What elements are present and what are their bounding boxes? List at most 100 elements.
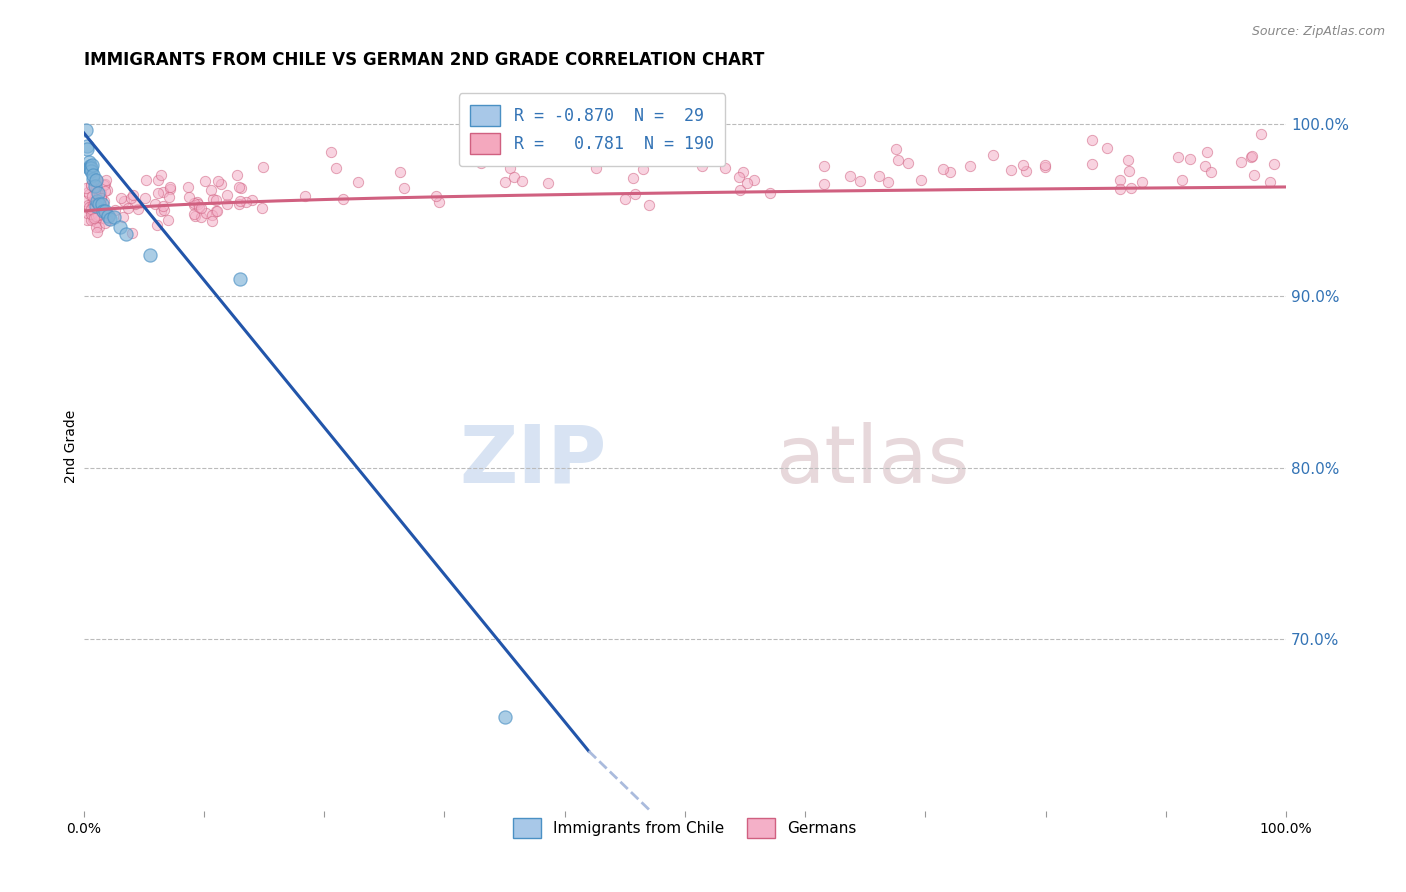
Point	[79, 160, 101, 174]
Point	[89, 196, 111, 211]
Point	[205, 203, 228, 218]
Point	[79, 178, 101, 192]
Point	[98, 210, 121, 224]
Point	[90, 199, 112, 213]
Point	[152, 202, 174, 217]
Point	[83, 192, 105, 206]
Point	[152, 199, 174, 213]
Point	[744, 173, 766, 187]
Point	[190, 210, 212, 224]
Point	[84, 209, 107, 223]
Point	[1095, 141, 1118, 155]
Point	[325, 161, 347, 175]
Point	[80, 164, 103, 178]
Point	[77, 186, 100, 201]
Text: IMMIGRANTS FROM CHILE VS GERMAN 2ND GRADE CORRELATION CHART: IMMIGRANTS FROM CHILE VS GERMAN 2ND GRAD…	[84, 51, 763, 69]
Point	[145, 197, 167, 211]
Point	[80, 161, 103, 176]
Point	[613, 193, 636, 207]
Point	[884, 142, 907, 156]
Point	[77, 161, 100, 176]
Point	[90, 185, 112, 199]
Point	[124, 197, 146, 211]
Point	[183, 196, 205, 211]
Point	[146, 172, 169, 186]
Point	[146, 218, 169, 232]
Point	[194, 174, 217, 188]
Point	[84, 220, 107, 235]
Point	[90, 196, 112, 211]
Point	[80, 196, 103, 211]
Point	[135, 173, 157, 187]
Point	[80, 203, 103, 218]
Point	[108, 220, 131, 235]
Point	[623, 187, 645, 202]
Point	[111, 210, 134, 224]
Point	[200, 183, 222, 197]
Point	[79, 161, 101, 175]
Point	[83, 194, 105, 209]
Point	[1258, 175, 1281, 189]
Point	[347, 175, 370, 189]
Point	[87, 220, 110, 235]
Point	[1109, 173, 1132, 187]
Point	[1033, 161, 1056, 175]
Point	[690, 159, 713, 173]
Point	[1195, 145, 1218, 160]
Point	[89, 191, 111, 205]
Point	[184, 209, 207, 223]
Point	[183, 207, 205, 221]
Point	[1012, 157, 1035, 171]
Point	[1167, 150, 1189, 164]
Point	[1116, 153, 1139, 168]
Point	[229, 272, 252, 286]
Point	[503, 169, 526, 184]
Point	[1015, 164, 1038, 178]
Point	[76, 142, 98, 156]
Text: ZIP: ZIP	[460, 422, 607, 500]
Point	[87, 196, 110, 211]
Point	[202, 192, 225, 206]
Point	[86, 195, 108, 210]
Point	[83, 199, 105, 213]
Point	[494, 175, 516, 189]
Point	[96, 208, 118, 222]
Point	[82, 171, 104, 186]
Point	[425, 188, 447, 202]
Legend: Immigrants from Chile, Germans: Immigrants from Chile, Germans	[508, 812, 862, 844]
Point	[79, 203, 101, 218]
Point	[82, 206, 104, 220]
Point	[585, 161, 607, 175]
Point	[83, 181, 105, 195]
Point	[103, 210, 125, 224]
Point	[76, 139, 98, 153]
Point	[75, 123, 97, 137]
Point	[87, 203, 110, 218]
Point	[427, 194, 450, 209]
Point	[228, 197, 250, 211]
Point	[638, 198, 661, 212]
Point	[97, 212, 120, 227]
Point	[205, 204, 228, 219]
Point	[1118, 163, 1140, 178]
Point	[714, 161, 737, 176]
Point	[887, 153, 910, 167]
Point	[110, 191, 132, 205]
Point	[194, 206, 217, 220]
Point	[188, 200, 211, 214]
Point	[89, 197, 111, 211]
Point	[510, 174, 533, 188]
Point	[77, 200, 100, 214]
Point	[146, 186, 169, 201]
Point	[104, 202, 127, 217]
Point	[93, 177, 115, 191]
Point	[1178, 152, 1201, 166]
Point	[84, 183, 107, 197]
Point	[84, 194, 107, 209]
Point	[1240, 149, 1263, 163]
Point	[877, 176, 900, 190]
Point	[633, 162, 655, 177]
Point	[82, 158, 104, 172]
Point	[959, 159, 981, 173]
Point	[388, 165, 411, 179]
